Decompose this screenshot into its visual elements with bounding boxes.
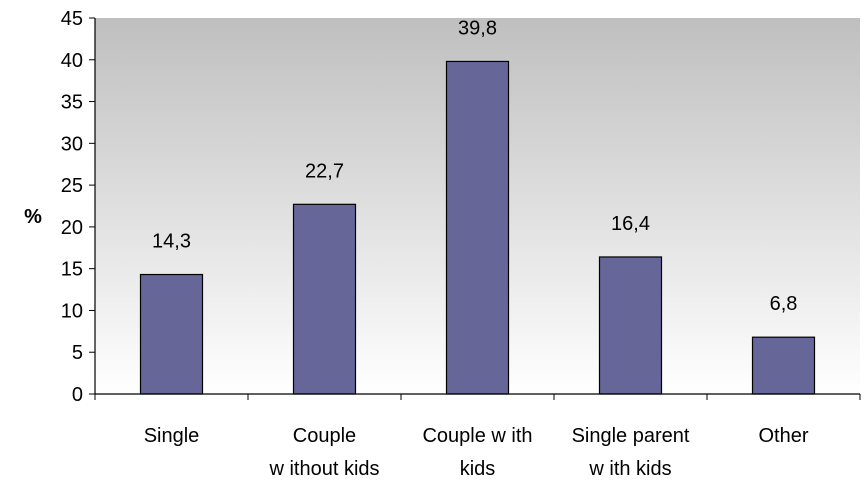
data-label: 22,7 [305,160,344,182]
category-label: Couple [293,425,356,447]
y-tick-label: 25 [61,175,83,197]
y-tick-label: 30 [61,133,83,155]
category-label: kids [460,458,496,480]
category-label: Couple w ith [422,425,532,447]
y-tick-label: 10 [61,300,83,322]
category-label: w ithout kids [268,458,379,480]
category-label: Single [144,425,200,447]
data-label: 6,8 [770,293,798,315]
data-label: 39,8 [458,17,497,39]
category-label: w ith kids [588,458,671,480]
bar [751,336,816,395]
category-label: Other [758,425,808,447]
data-label: 14,3 [152,231,191,253]
bar [445,60,510,395]
bar [139,273,204,395]
y-axis-title: % [24,206,42,228]
data-label: 16,4 [611,213,650,235]
y-tick-label: 40 [61,50,83,72]
y-tick-label: 15 [61,259,83,281]
y-tick-label: 45 [61,8,83,30]
bar [292,203,357,395]
y-tick-label: 35 [61,92,83,114]
bar [598,256,663,395]
y-tick-label: 5 [72,342,83,364]
category-label: Single parent [572,425,690,447]
y-tick-label: 0 [72,384,83,406]
y-tick-label: 20 [61,217,83,239]
